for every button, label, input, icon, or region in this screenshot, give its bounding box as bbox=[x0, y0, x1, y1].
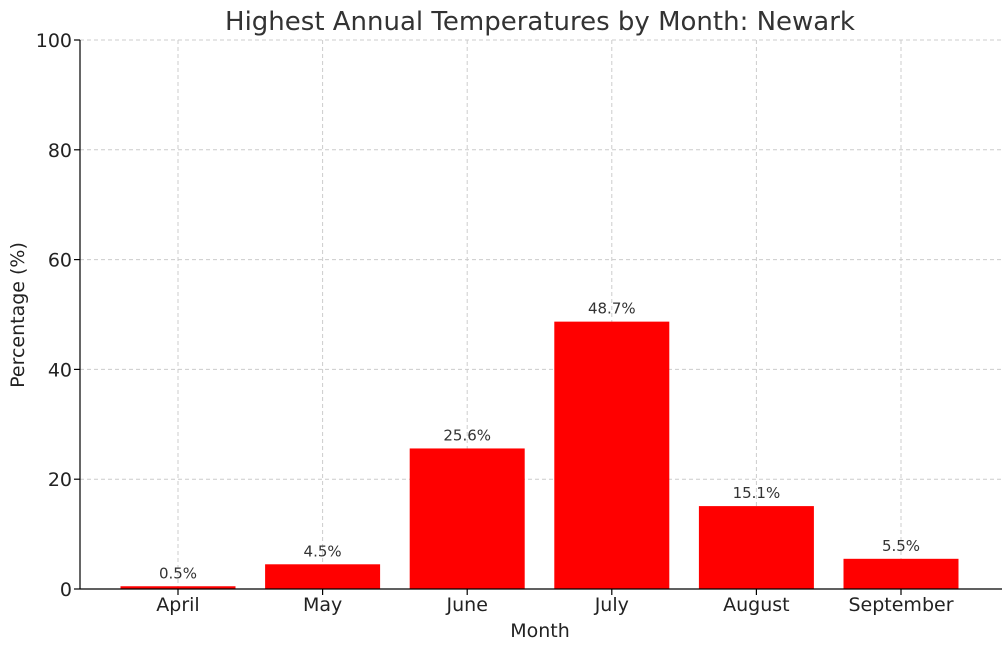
bar-value-label: 48.7% bbox=[588, 300, 636, 318]
bar-value-label: 25.6% bbox=[443, 426, 491, 444]
bar-layer bbox=[120, 321, 959, 589]
y-tick-label: 20 bbox=[48, 469, 72, 491]
bar bbox=[698, 506, 814, 589]
bar bbox=[409, 448, 525, 589]
label-layer: 0 20 40 60 80 100 April 0.5% May 4.5% June 25.6% Jul… bbox=[36, 30, 954, 616]
x-tick-label: May bbox=[303, 594, 342, 616]
y-tick-label: 40 bbox=[48, 359, 72, 381]
x-tick-label: August bbox=[723, 594, 790, 616]
bar-value-label: 5.5% bbox=[882, 537, 920, 555]
bar-value-label: 0.5% bbox=[159, 564, 197, 582]
grid-layer bbox=[80, 39, 1002, 589]
x-tick-label: July bbox=[594, 594, 629, 616]
bar bbox=[554, 321, 670, 589]
y-axis-label: Percentage (%) bbox=[7, 242, 29, 388]
y-tick-label: 100 bbox=[36, 30, 72, 52]
y-tick-label: 0 bbox=[60, 579, 72, 601]
bar-value-label: 15.1% bbox=[733, 484, 781, 502]
y-tick-label: 80 bbox=[48, 140, 72, 162]
bar bbox=[120, 586, 236, 589]
x-tick-label: April bbox=[156, 594, 199, 616]
bar bbox=[265, 564, 381, 589]
chart-title: Highest Annual Temperatures by Month: Ne… bbox=[225, 7, 855, 37]
x-axis-label: Month bbox=[510, 620, 570, 642]
y-tick-label: 60 bbox=[48, 250, 72, 272]
x-tick-label: June bbox=[446, 594, 488, 616]
bar bbox=[843, 558, 959, 589]
x-tick-label: September bbox=[848, 594, 953, 616]
bar-value-label: 4.5% bbox=[304, 542, 342, 560]
axis-layer bbox=[79, 40, 1002, 590]
